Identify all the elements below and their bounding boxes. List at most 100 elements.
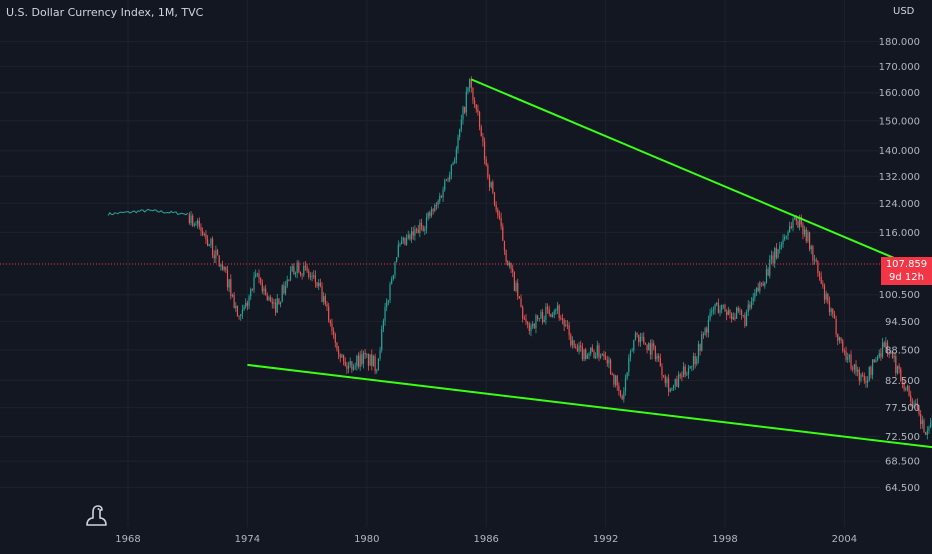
x-tick-label: 1992	[593, 534, 618, 545]
candle-body	[423, 226, 424, 230]
candle-body	[632, 351, 633, 352]
candle-body	[668, 378, 669, 391]
candle-body	[305, 266, 306, 267]
x-tick-label: 1968	[115, 534, 140, 545]
candle-body	[515, 283, 516, 291]
candle-body	[680, 375, 681, 377]
candle-body	[356, 356, 357, 366]
candle-body	[436, 205, 437, 206]
candle-body	[552, 315, 553, 317]
candle-body	[434, 205, 435, 211]
candle-body	[247, 303, 248, 306]
y-tick-label: 124.000	[879, 199, 920, 210]
candle-body	[630, 351, 631, 357]
candle-body	[837, 334, 838, 341]
candle-body	[628, 358, 629, 373]
candle-body	[386, 301, 387, 307]
candle-body	[540, 312, 541, 318]
candle-body	[809, 232, 810, 249]
candle-body	[374, 356, 375, 371]
candle-body	[449, 175, 450, 180]
candle-body	[340, 354, 341, 357]
candle-body	[768, 269, 769, 275]
candle-body	[232, 295, 233, 296]
candle-body	[492, 182, 493, 192]
candle-body	[394, 262, 395, 275]
candle-body	[857, 370, 858, 372]
candle-body	[821, 277, 822, 284]
candle-body	[277, 299, 278, 313]
candle-body	[569, 325, 570, 335]
candle-body	[641, 337, 642, 338]
candle-body	[192, 216, 193, 226]
candle-body	[370, 354, 371, 365]
candle-body	[454, 160, 455, 163]
candle-body	[467, 88, 468, 92]
candle-body	[550, 314, 551, 317]
candle-body	[681, 376, 682, 377]
candle-body	[713, 310, 714, 311]
candle-body	[222, 264, 223, 269]
candle-body	[789, 226, 790, 232]
candle-body	[739, 311, 740, 312]
candle-body	[905, 389, 906, 390]
y-tick-label: 68.500	[885, 457, 920, 468]
candle-body	[486, 160, 487, 166]
candle-body	[227, 270, 228, 287]
candle-body	[845, 351, 846, 360]
candle-body	[897, 366, 898, 373]
candle-body	[399, 244, 400, 245]
candle-body	[557, 306, 558, 310]
candle-body	[653, 343, 654, 347]
candle-body	[733, 317, 734, 319]
candle-body	[666, 378, 667, 383]
candle-body	[313, 275, 314, 276]
candle-body	[371, 354, 372, 365]
candle-body	[391, 279, 392, 284]
candle-body	[690, 366, 691, 368]
candle-body	[618, 386, 619, 391]
candle-body	[545, 307, 546, 320]
candle-body	[534, 324, 535, 328]
tradingview-logo-icon[interactable]	[84, 503, 110, 527]
candle-body	[345, 361, 346, 366]
candle-body	[381, 329, 382, 350]
candle-body	[728, 310, 729, 315]
candle-body	[487, 165, 488, 177]
y-tick-label: 88.500	[885, 345, 920, 356]
candle-body	[379, 350, 380, 358]
candle-body	[608, 360, 609, 364]
candle-body	[245, 303, 246, 307]
candle-body	[428, 213, 429, 218]
candle-body	[426, 218, 427, 229]
x-tick-label: 1980	[354, 534, 379, 545]
candle-body	[519, 296, 520, 298]
candle-body	[592, 348, 593, 352]
candle-body	[253, 277, 254, 290]
candle-body	[753, 298, 754, 302]
candle-body	[746, 312, 747, 326]
candle-body	[335, 334, 336, 342]
candle-body	[542, 312, 543, 322]
candle-body	[330, 320, 331, 323]
candle-body	[285, 286, 286, 293]
candle-body	[416, 229, 417, 230]
candle-body	[723, 305, 724, 306]
candle-body	[605, 357, 606, 360]
candle-body	[688, 368, 689, 374]
chart-title: U.S. Dollar Currency Index, 1M, TVC	[6, 6, 203, 19]
candle-body	[376, 370, 377, 371]
candle-body	[640, 337, 641, 342]
candle-body	[879, 353, 880, 357]
candle-body	[219, 255, 220, 266]
candle-body	[378, 358, 379, 370]
candle-body	[855, 364, 856, 371]
candle-body	[242, 310, 243, 314]
candle-body	[348, 365, 349, 369]
candle-body	[530, 326, 531, 331]
candle-body	[527, 322, 528, 324]
candle-body	[802, 224, 803, 234]
candle-body	[451, 165, 452, 175]
